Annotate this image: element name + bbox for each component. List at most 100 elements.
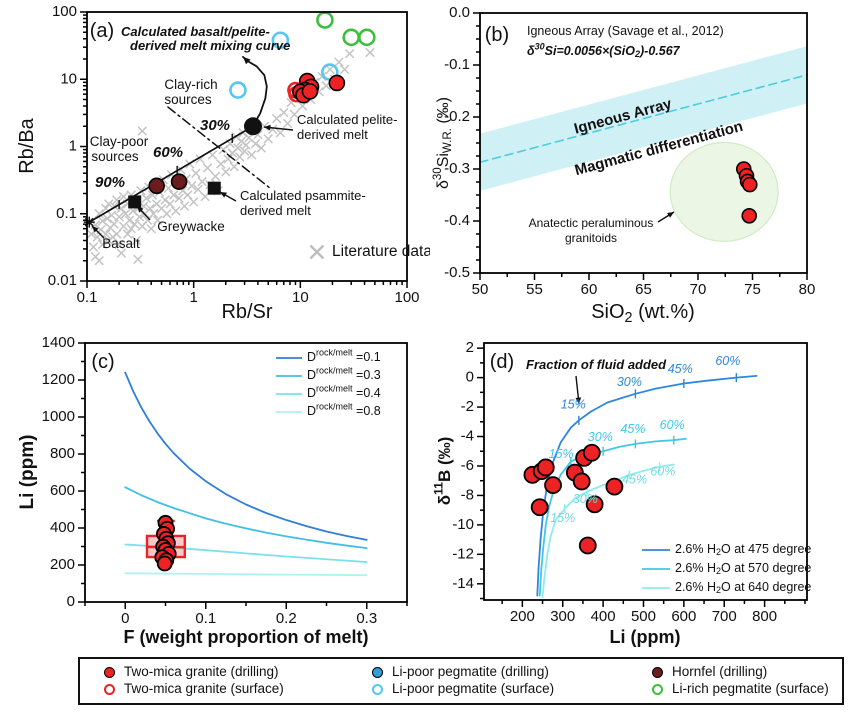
data-point: [605, 477, 624, 496]
x-marker: [152, 215, 163, 225]
anatectic-field: [669, 141, 779, 242]
x-marker: [126, 223, 136, 234]
svg-text:0: 0: [121, 610, 129, 627]
x-marker: [259, 121, 270, 131]
svg-text:800: 800: [50, 445, 75, 462]
data-point-open: [229, 81, 247, 99]
x-marker: [97, 216, 108, 226]
annotation-arrow: [91, 225, 105, 239]
svg-text:-10: -10: [452, 516, 474, 533]
svg-text:(b): (b): [485, 24, 509, 46]
svg-text:45%: 45%: [622, 473, 647, 487]
x-marker: [129, 219, 140, 229]
svg-text:30%: 30%: [588, 430, 613, 444]
svg-text:2.6% H2O at 570 degree: 2.6% H2O at 570 degree: [675, 561, 811, 576]
curve-D0.3: [124, 486, 368, 550]
x-marker: [271, 113, 282, 124]
svg-text:derived melt mixing curve: derived melt mixing curve: [130, 38, 290, 53]
ticks-570: [570, 435, 675, 467]
legend-item-two-mica-granite-surface: Two-mica granite (surface): [104, 681, 372, 697]
x-marker: [163, 183, 174, 193]
data-point: [741, 176, 758, 193]
annotation: 90%: [95, 174, 125, 191]
x-marker: [162, 209, 172, 219]
x-marker: [94, 256, 104, 266]
x-marker: [112, 229, 122, 239]
svg-text:15%: 15%: [561, 398, 586, 412]
x-marker: [179, 201, 190, 211]
mixing-line: [88, 125, 254, 224]
svg-text:Drock/melt =0.3: Drock/melt =0.3: [307, 366, 381, 383]
x-marker: [202, 163, 213, 173]
x-marker: [187, 181, 197, 191]
svg-text:sources: sources: [164, 92, 212, 107]
annotation: 45%: [622, 473, 647, 487]
svg-text:0.0: 0.0: [449, 4, 470, 21]
x-marker: [122, 229, 133, 239]
x-marker: [325, 64, 335, 75]
svg-text:50: 50: [472, 281, 489, 298]
mixing-curve-arrow: [242, 55, 268, 127]
svg-text:-6: -6: [461, 457, 474, 474]
svg-text:1200: 1200: [42, 371, 75, 388]
panel-c: 0 0.1 0.2 0.3 0 200 400 600 800 1000 1200 1400 F (we…: [17, 334, 408, 647]
svg-text:45%: 45%: [668, 363, 693, 377]
svg-text:70: 70: [690, 281, 707, 298]
annotation: 30%: [200, 117, 230, 134]
axes-c: 0 0.1 0.2 0.3 0 200 400 600 800 1000 1200 1400 F (we…: [17, 334, 408, 647]
x-marker: [197, 176, 207, 187]
svg-text:400: 400: [591, 608, 616, 625]
svg-text:Rb/Sr: Rb/Sr: [221, 301, 272, 323]
annotation: 15%: [550, 511, 575, 525]
legend-column: Hornfel (drilling) Li-rich pegmatite (sur…: [652, 662, 838, 700]
x-marker: [148, 209, 159, 219]
svg-text:65: 65: [635, 281, 652, 298]
x-marker: [165, 199, 175, 209]
annotation: Calculated psammite-: [240, 188, 366, 203]
annotation: 30%: [617, 375, 642, 389]
annotation: Literature data: [332, 243, 430, 260]
x-marker: [134, 212, 145, 222]
legend-label-two-mica-granite-drilling: Two-mica granite (drilling): [124, 664, 279, 680]
svg-text:200: 200: [50, 556, 75, 573]
annotation: Basalt: [102, 236, 140, 251]
x-marker: [188, 197, 199, 207]
annotation: sources: [91, 149, 139, 164]
x-marker: [216, 159, 226, 169]
legend-label-two-mica-granite-surface: Two-mica granite (surface): [124, 681, 284, 696]
legend-marker-li-poor-pegmatite-surface: [372, 683, 383, 695]
x-marker: [210, 171, 221, 182]
svg-text:Li (ppm): Li (ppm): [17, 435, 38, 510]
x-marker: [146, 223, 156, 234]
svg-text:0: 0: [466, 369, 474, 386]
svg-text:0.3: 0.3: [356, 610, 377, 627]
square-marker: [207, 181, 221, 195]
data-point: [156, 555, 173, 572]
x-marker: [309, 244, 325, 260]
data-point-open: [316, 11, 334, 29]
x-marker: [88, 242, 99, 252]
x-marker: [246, 150, 257, 160]
annotation: 60%: [153, 144, 183, 161]
svg-text:0.2: 0.2: [276, 610, 297, 627]
clay-divider: [167, 106, 271, 189]
svg-text:Igneous Array (Savage et al.,: Igneous Array (Savage et al., 2012): [527, 24, 724, 38]
star-marker: [83, 216, 95, 228]
svg-text:15%: 15%: [550, 511, 575, 525]
svg-text:δ30SiW.R. (‰): δ30SiW.R. (‰): [432, 97, 454, 189]
svg-text:100: 100: [394, 289, 419, 306]
svg-text:Drock/melt =0.1: Drock/melt =0.1: [307, 348, 381, 365]
x-marker: [241, 140, 251, 150]
panel-legend: 2.6% H2O at 475 degree 2.6% H2O at 570 de…: [642, 542, 811, 596]
legend-marker-li-poor-pegmatite-drilling: [372, 667, 383, 679]
annotation: 30%: [588, 430, 613, 444]
svg-text:granitoids: granitoids: [565, 231, 617, 245]
legend-label-hornfel-drilling: Hornfel (drilling): [672, 664, 768, 680]
x-marker: [106, 210, 117, 220]
svg-text:100: 100: [52, 3, 77, 20]
x-marker: [339, 64, 350, 75]
svg-text:Fraction of fluid added: Fraction of fluid added: [526, 357, 667, 372]
x-marker: [118, 191, 129, 202]
